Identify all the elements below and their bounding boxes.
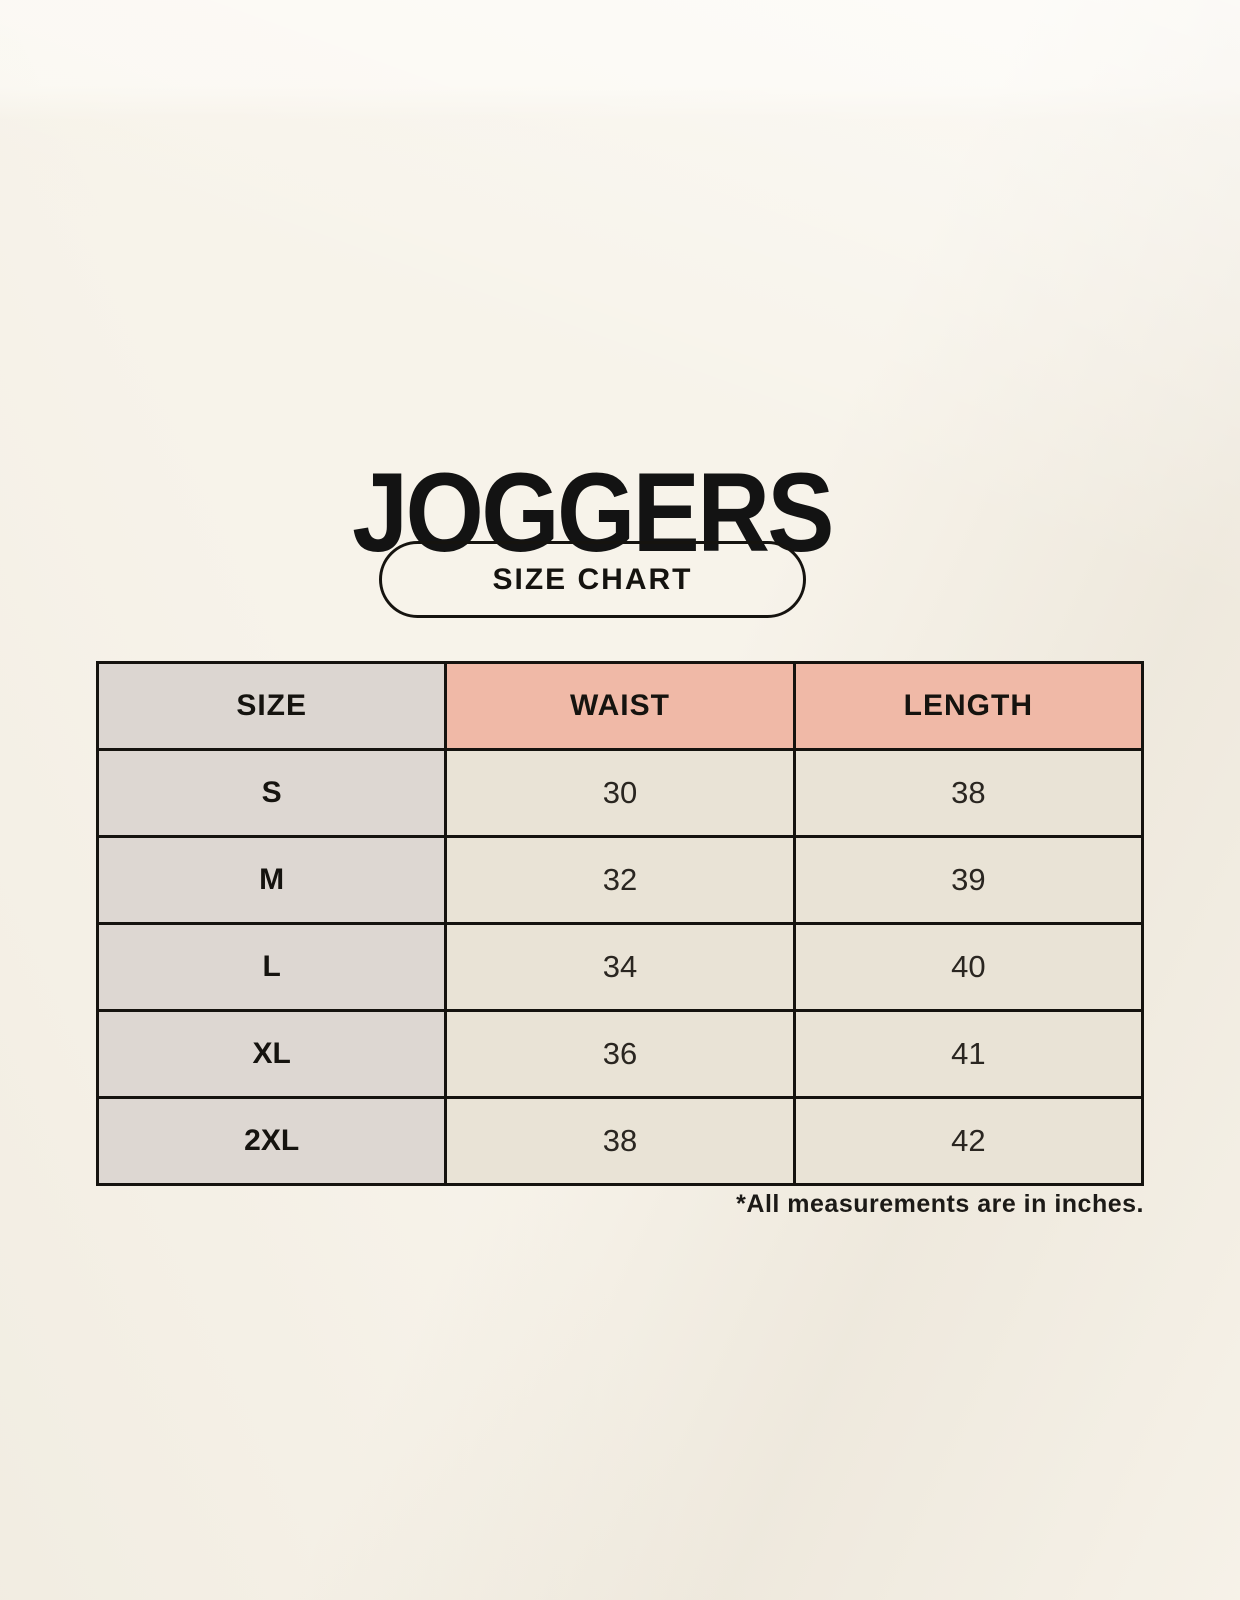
- table-row: XL 36 41: [95, 1009, 1145, 1099]
- waist-value-cell: 36: [444, 1009, 796, 1099]
- size-label-cell: 2XL: [95, 1096, 448, 1186]
- column-header-waist: WAIST: [444, 661, 796, 751]
- size-chart-badge-label: SIZE CHART: [492, 562, 693, 596]
- size-label-cell: L: [95, 922, 448, 1012]
- column-header-size: SIZE: [95, 661, 448, 751]
- table-row: 2XL 38 42: [95, 1096, 1145, 1186]
- waist-value-cell: 30: [444, 748, 796, 838]
- waist-value-cell: 34: [444, 922, 796, 1012]
- table-row: S 30 38: [95, 748, 1145, 838]
- waist-value-cell: 38: [444, 1096, 796, 1186]
- column-header-length: LENGTH: [792, 661, 1145, 751]
- length-value-cell: 41: [792, 1009, 1145, 1099]
- waist-value-cell: 32: [444, 835, 796, 925]
- table-row: M 32 39: [95, 835, 1145, 925]
- size-label-cell: M: [95, 835, 448, 925]
- length-value-cell: 40: [792, 922, 1145, 1012]
- length-value-cell: 39: [792, 835, 1145, 925]
- size-label-cell: XL: [95, 1009, 448, 1099]
- length-value-cell: 38: [792, 748, 1145, 838]
- size-chart-table: SIZE WAIST LENGTH S 30 38 M 32 39 L 34 4…: [95, 661, 1145, 1186]
- size-label-cell: S: [95, 748, 448, 838]
- length-value-cell: 42: [792, 1096, 1145, 1186]
- table-row: L 34 40: [95, 922, 1145, 1012]
- page-title: JOGGERS: [352, 450, 834, 576]
- measurements-footnote: *All measurements are in inches.: [736, 1190, 1144, 1218]
- table-header-row: SIZE WAIST LENGTH: [95, 661, 1145, 751]
- size-chart-badge: SIZE CHART: [379, 541, 806, 618]
